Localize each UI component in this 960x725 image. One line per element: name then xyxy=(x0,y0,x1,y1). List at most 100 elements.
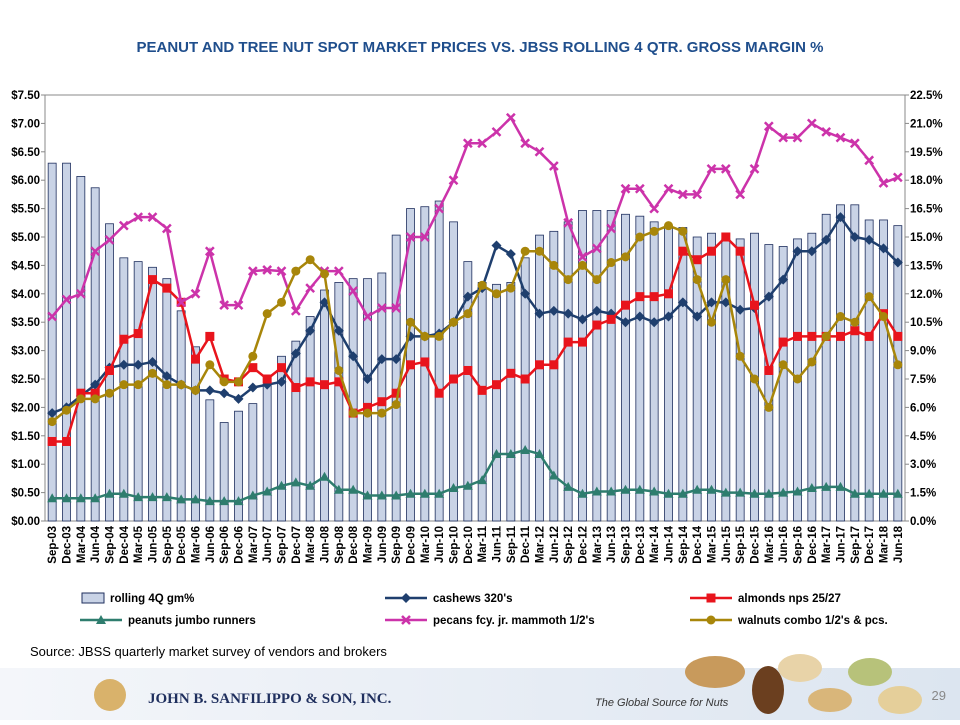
marker xyxy=(277,363,286,373)
x-tick-label: Sep-10 xyxy=(449,526,461,564)
marker xyxy=(692,255,702,265)
marker xyxy=(778,487,789,497)
marker xyxy=(763,291,774,302)
y2-tick-label: 10.5% xyxy=(910,317,943,329)
marker xyxy=(548,305,559,316)
marker xyxy=(448,483,459,493)
marker xyxy=(835,481,846,491)
y2-tick-label: 15.0% xyxy=(910,232,943,244)
y-tick-label: $1.50 xyxy=(11,431,40,443)
marker xyxy=(520,138,531,149)
marker xyxy=(133,359,144,370)
marker xyxy=(749,488,760,498)
marker xyxy=(563,275,573,285)
marker xyxy=(391,490,402,500)
marker xyxy=(692,311,703,322)
bar xyxy=(578,210,587,522)
y-tick-label: $6.00 xyxy=(11,175,40,187)
marker xyxy=(577,314,588,325)
bar xyxy=(492,283,501,522)
x-tick-label: Dec-16 xyxy=(807,526,819,564)
legend-marker xyxy=(96,615,106,624)
x-tick-label: Dec-05 xyxy=(176,525,188,563)
x-tick-label: Sep-13 xyxy=(621,526,633,564)
marker xyxy=(735,487,746,497)
bar xyxy=(277,355,286,522)
marker xyxy=(463,365,473,375)
marker xyxy=(463,309,473,319)
marker xyxy=(491,240,502,251)
marker xyxy=(133,212,144,223)
marker xyxy=(878,243,889,254)
marker xyxy=(391,388,401,398)
marker xyxy=(864,155,875,166)
marker xyxy=(362,311,373,322)
marker xyxy=(147,212,158,223)
marker xyxy=(534,448,545,458)
marker xyxy=(678,246,688,256)
marker xyxy=(649,226,659,236)
marker xyxy=(520,374,530,384)
marker xyxy=(419,488,430,498)
marker xyxy=(477,280,487,290)
marker xyxy=(477,385,487,395)
marker xyxy=(892,488,903,498)
marker xyxy=(721,232,731,242)
company-name: JOHN B. SANFILIPPO & SON, INC. xyxy=(148,691,392,707)
marker xyxy=(477,138,488,149)
marker xyxy=(62,405,71,415)
marker xyxy=(864,331,874,341)
marker xyxy=(47,493,58,503)
marker xyxy=(592,320,602,330)
marker xyxy=(864,292,874,302)
marker xyxy=(449,317,458,327)
tagline: The Global Source for Nuts xyxy=(595,697,729,709)
marker xyxy=(391,400,401,410)
chart-title: PEANUT AND TREE NUT SPOT MARKET PRICES V… xyxy=(136,39,823,56)
x-tick-label: Sep-14 xyxy=(678,525,690,563)
marker xyxy=(204,496,215,506)
marker xyxy=(290,348,301,359)
marker xyxy=(692,189,703,200)
marker xyxy=(333,266,344,276)
bar xyxy=(606,210,616,522)
plot-frame xyxy=(44,94,906,522)
bar xyxy=(477,282,487,522)
x-tick-label: Jun-10 xyxy=(434,526,446,563)
x-tick-label: Dec-07 xyxy=(291,526,303,564)
x-tick-label: Sep-17 xyxy=(850,526,862,564)
marker xyxy=(492,289,501,299)
marker xyxy=(606,258,616,268)
marker xyxy=(720,163,731,174)
bar xyxy=(520,257,530,522)
x-tick-label: Dec-04 xyxy=(119,525,131,563)
marker xyxy=(706,163,717,174)
marker xyxy=(635,292,645,302)
marker xyxy=(793,331,802,341)
marker xyxy=(864,234,875,245)
bar xyxy=(678,227,688,522)
y-tick-label: $7.50 xyxy=(11,90,40,102)
bar xyxy=(635,215,645,522)
marker xyxy=(750,374,759,384)
marker xyxy=(763,488,774,498)
marker xyxy=(233,300,244,311)
marker xyxy=(75,493,86,503)
x-tick-label: Dec-09 xyxy=(406,526,418,564)
marker xyxy=(133,492,144,502)
x-tick-label: Jun-15 xyxy=(721,525,733,563)
marker xyxy=(406,360,415,370)
marker xyxy=(864,488,875,498)
marker xyxy=(449,374,458,384)
marker xyxy=(563,337,573,347)
marker xyxy=(735,189,746,200)
marker xyxy=(835,132,846,143)
x-tick-label: Mar-08 xyxy=(305,525,317,563)
x-tick-label: Jun-05 xyxy=(148,525,160,563)
marker xyxy=(505,448,516,458)
marker xyxy=(606,314,616,324)
marker xyxy=(577,488,588,498)
bar xyxy=(76,176,86,522)
marker xyxy=(548,470,559,480)
